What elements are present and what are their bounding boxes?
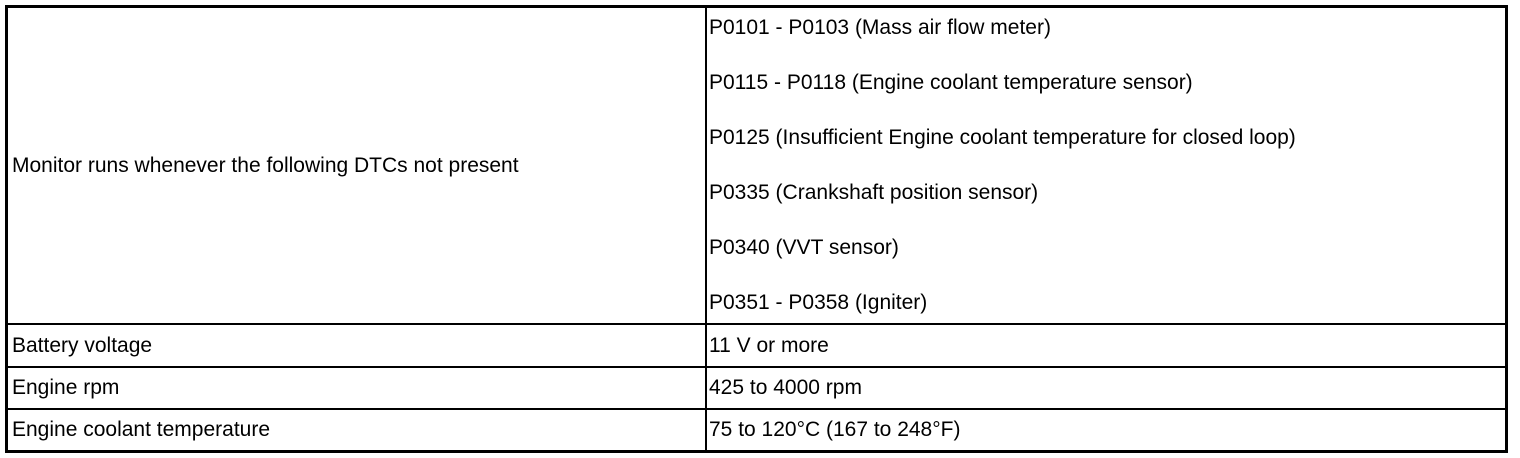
value-cell: 11 V or more bbox=[709, 333, 829, 357]
condition-cell: Engine rpm bbox=[12, 376, 120, 399]
value-cell: 425 to 4000 rpm bbox=[709, 376, 862, 399]
value-line: P0125 (Insufficient Engine coolant tempe… bbox=[709, 126, 1296, 149]
row-divider bbox=[8, 366, 1505, 368]
value-line: P0351 - P0358 (Igniter) bbox=[709, 291, 928, 314]
condition-cell: Monitor runs whenever the following DTCs… bbox=[12, 153, 519, 177]
value-line: P0101 - P0103 (Mass air flow meter) bbox=[709, 16, 1051, 39]
value-cell: 75 to 120°C (167 to 248°F) bbox=[709, 418, 961, 441]
column-divider bbox=[705, 8, 707, 450]
row-divider bbox=[8, 408, 1505, 410]
condition-cell: Engine coolant temperature bbox=[12, 418, 270, 441]
value-line: P0115 - P0118 (Engine coolant temperatur… bbox=[709, 71, 1193, 94]
value-line: P0335 (Crankshaft position sensor) bbox=[709, 181, 1039, 204]
table bbox=[5, 5, 1508, 453]
condition-cell: Battery voltage bbox=[12, 333, 153, 357]
row-divider bbox=[8, 323, 1505, 325]
value-line: P0340 (VVT sensor) bbox=[709, 236, 899, 259]
